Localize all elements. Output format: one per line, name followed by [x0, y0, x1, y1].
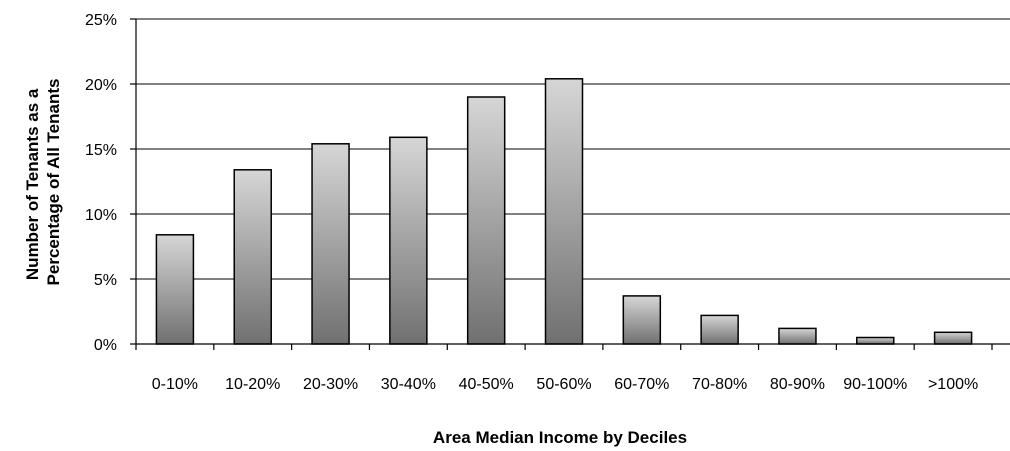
bar	[311, 143, 350, 345]
x-tick-label: 30-40%	[381, 376, 436, 393]
x-tick-label: >100%	[928, 376, 978, 393]
y-axis-title: Number of Tenants as a Percentage of All…	[23, 79, 63, 286]
y-tick-label: 20%	[85, 77, 117, 94]
axes	[130, 18, 1010, 350]
bar	[778, 327, 817, 345]
bar	[389, 136, 428, 345]
y-tick-label: 0%	[94, 337, 117, 354]
x-axis-tick-labels: 0-10% 10-20% 20-30% 30-40% 40-50% 50-60% 60-70…	[152, 376, 978, 393]
x-axis-title: Area Median Income by Deciles	[433, 428, 687, 447]
bar	[700, 314, 739, 345]
y-axis-title-line-2: Percentage of All Tenants	[44, 79, 63, 286]
y-tick-label: 15%	[85, 142, 117, 159]
x-tick-label: 50-60%	[536, 376, 591, 393]
bar	[155, 234, 195, 345]
bar	[233, 169, 272, 345]
bar	[466, 96, 506, 345]
x-tick-label: 10-20%	[225, 376, 280, 393]
bar	[933, 331, 973, 345]
x-tick-label: 70-80%	[692, 376, 747, 393]
x-tick-label: 40-50%	[459, 376, 514, 393]
x-tick-label: 80-90%	[770, 376, 825, 393]
y-axis-title-line-1: Number of Tenants as a	[23, 88, 42, 280]
x-tick-label: 20-30%	[303, 376, 358, 393]
x-tick-label: 0-10%	[152, 376, 198, 393]
y-tick-label: 10%	[85, 207, 117, 224]
bars	[155, 78, 973, 345]
bar	[544, 78, 584, 345]
bar	[622, 295, 662, 345]
y-tick-label: 25%	[85, 12, 117, 29]
bar	[856, 336, 895, 345]
axis-titles: Area Median Income by Deciles Number of …	[23, 79, 687, 447]
x-tick-label: 90-100%	[843, 376, 907, 393]
y-axis-tick-labels: 0% 5% 10% 15% 20% 25%	[85, 12, 117, 354]
x-tick-label: 60-70%	[614, 376, 669, 393]
y-tick-label: 5%	[94, 272, 117, 289]
